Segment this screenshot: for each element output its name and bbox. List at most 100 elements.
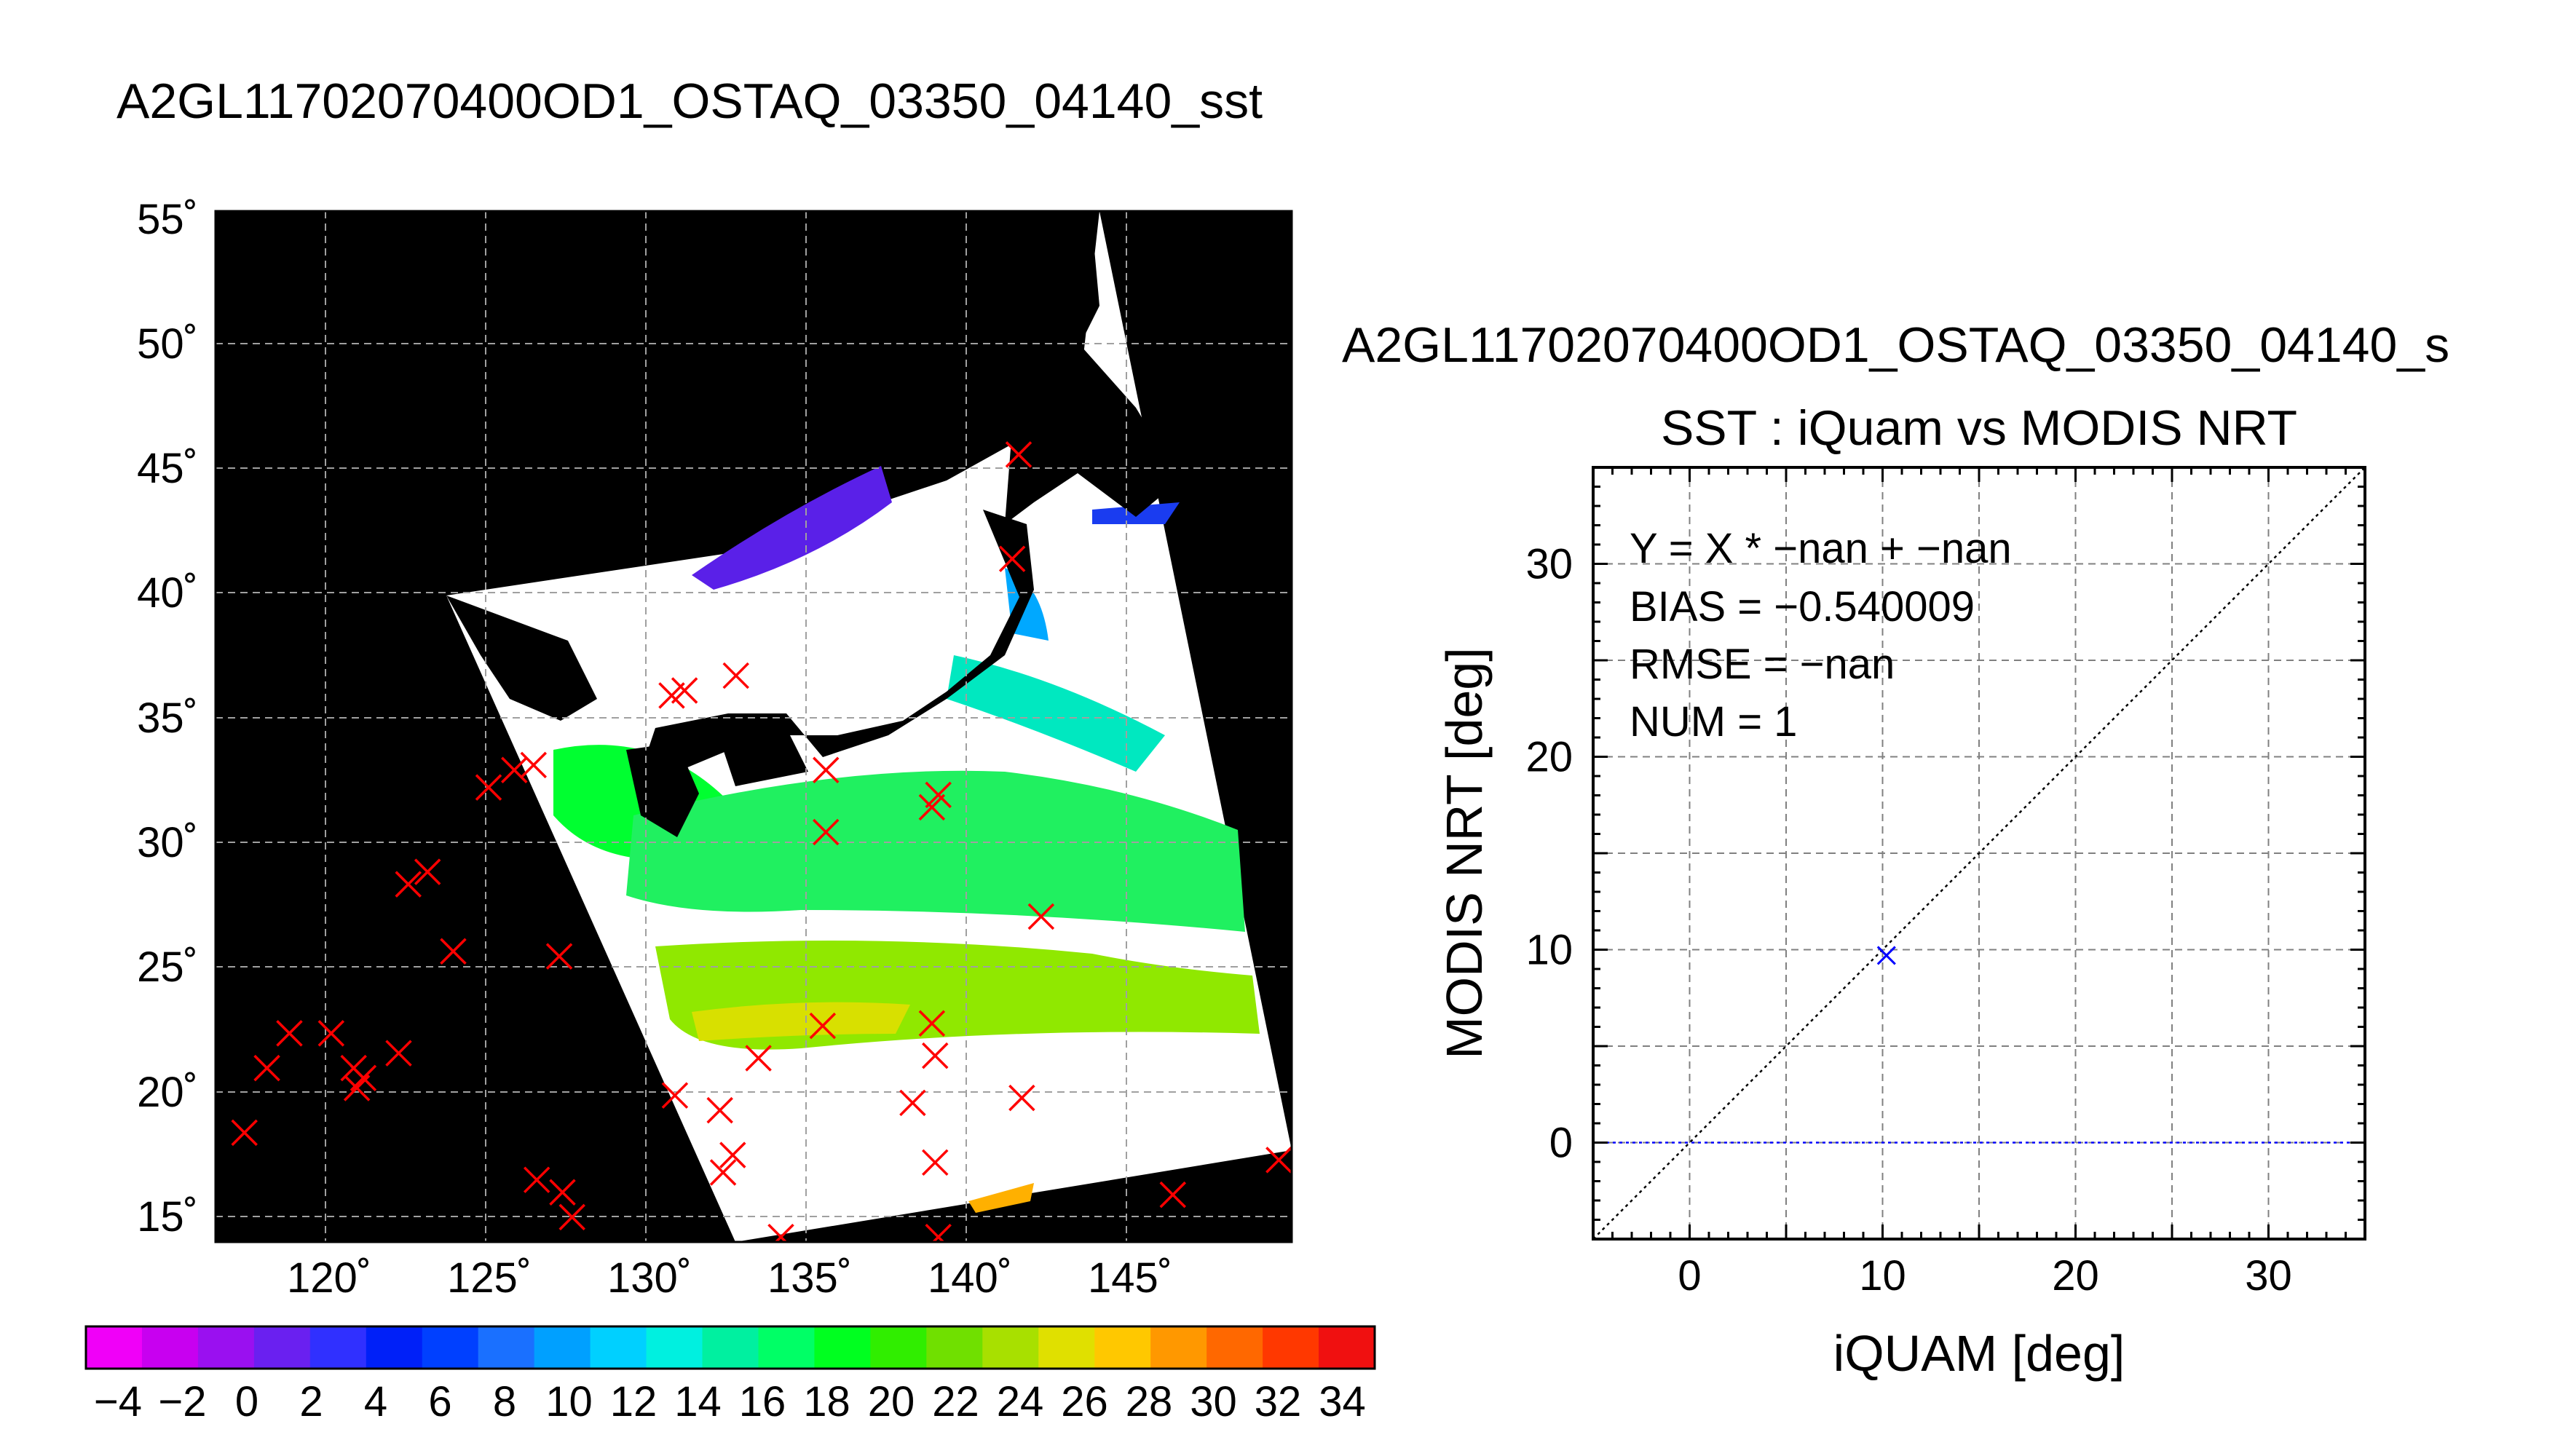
identity-line [1593,467,2365,1239]
colorbar-tick-label: 10 [545,1378,593,1425]
land-shikoku [721,728,808,786]
colorbar-tick-label: 8 [493,1378,516,1425]
iquam-point-marker [709,1159,737,1186]
colorbar-segment [646,1326,703,1369]
iquam-point-marker [385,1040,412,1067]
colorbar-segment [982,1326,1039,1369]
lon-tick-label: 125˚ [447,1254,532,1302]
rmse-value: RMSE = −nan [1630,641,1895,688]
land-sakhalin [1056,226,1099,349]
colorbar-tick-label: 20 [868,1378,915,1425]
sst-purple-band [692,466,892,590]
iquam-point-marker [414,858,441,885]
iquam-point-marker [998,545,1026,572]
colorbar-segment [1263,1326,1319,1369]
colorbar-tick-label: 30 [1190,1378,1237,1425]
lon-tick-labels: 120˚ 125˚ 130˚ 135˚ 140˚ 145˚ [287,1254,1172,1302]
y-tick-label: 10 [1525,927,1573,974]
iquam-point-marker [922,1042,949,1069]
colorbar-tick-label: 14 [674,1378,722,1425]
colorbar-segment [870,1326,927,1369]
iquam-point-marker [706,1096,733,1124]
iquam-point-marker [1005,441,1032,468]
iquam-point-marker [549,1179,576,1206]
map-grid [216,211,1292,1242]
scatter-tick-marks [1592,466,2366,1241]
iquam-point-marker [523,1166,550,1193]
iquam-point-marker [276,1020,303,1047]
x-tick-label: 30 [2245,1252,2292,1299]
colorbar-segment [366,1326,423,1369]
iquam-point-marker [661,1082,689,1109]
y-tick-label: 30 [1525,541,1573,588]
sst-orange-spot [968,1183,1034,1213]
lon-tick-label: 135˚ [767,1254,852,1302]
scatter-tick-labels: 0 10 20 30 0 10 20 30 [1525,541,2291,1300]
iquam-point-marker [813,818,840,846]
colorbar-segment [702,1326,759,1369]
scatter-markers [1876,946,1896,965]
lat-tick-label: 30˚ [137,819,198,866]
bias-value: BIAS = −0.540009 [1630,583,1975,630]
y-axis-label: MODIS NRT [deg] [1436,647,1493,1059]
iquam-point-marker [395,871,422,898]
y-tick-label: 0 [1549,1120,1573,1167]
iquam-point-marker [440,938,467,965]
iquam-point-marker [809,1012,837,1040]
colorbar-segment [1207,1326,1263,1369]
lat-tick-label: 35˚ [137,695,198,742]
lat-tick-label: 45˚ [137,445,198,492]
scatter-title: SST : iQuam vs MODIS NRT [1661,400,2297,456]
colorbar-tick-label: 12 [610,1378,657,1425]
x-tick-label: 0 [1678,1252,1701,1299]
iquam-point-marker [1159,1181,1186,1208]
iquam-point-marker [558,1203,585,1231]
iquam-point-marker [925,781,952,809]
y-tick-label: 20 [1525,734,1573,781]
colorbar-segment [422,1326,479,1369]
iquam-point-marker [475,774,502,801]
x-axis-label: iQUAM [deg] [1833,1325,2125,1382]
colorbar-segment [814,1326,871,1369]
colorbar-tick-label: 6 [428,1378,451,1425]
iquam-point-marker [813,756,840,783]
x-tick-label: 20 [2052,1252,2099,1299]
sst-yellow-band [692,1002,910,1041]
colorbar-tick-label: 28 [1126,1378,1173,1425]
colorbar-tick-label: 0 [235,1378,258,1425]
lon-tick-label: 130˚ [607,1254,692,1302]
iquam-point-marker [767,1223,794,1242]
lon-tick-label: 140˚ [928,1254,1012,1302]
x-tick-label: 10 [1859,1252,1906,1299]
iquam-point-marker [918,1010,946,1037]
colorbar-tick-label: 32 [1255,1378,1302,1425]
colorbar-segment [1150,1326,1207,1369]
iquam-point-marker [745,1045,772,1072]
sst-green-wide [626,770,1245,932]
colorbar-segment [926,1326,983,1369]
lat-tick-label: 15˚ [137,1193,198,1241]
colorbar-segment [758,1326,816,1369]
iquam-point-marker [231,1119,258,1147]
scatter-suptitle: A2GL11702070400OD1_OSTAQ_03350_04140_s [1342,317,2449,373]
iquam-point-marker [545,943,573,970]
fit-statistics: Y = X * −nan + −nan BIAS = −0.540009 RMS… [1630,525,2012,745]
lat-tick-label: 20˚ [137,1069,198,1116]
colorbar-segment [1094,1326,1151,1369]
matchup-point-marker [1876,946,1896,965]
colorbar-tick-labels: −4 −2 0 2 4 6 8 10 12 14 16 18 20 22 24 26 28 30 32 34 [94,1378,1366,1425]
colorbar-segment [309,1326,367,1369]
colorbar-tick-label: 26 [1061,1378,1108,1425]
colorbar-segment [86,1326,143,1369]
lon-tick-label: 145˚ [1088,1254,1172,1302]
colorbar-tick-label: 16 [739,1378,786,1425]
iquam-point-marker [1027,903,1055,930]
land-hokkaido [1005,218,1180,524]
iquam-point-marker [1265,1147,1292,1174]
land-mask [446,218,1180,837]
iquam-point-marker [343,1075,371,1101]
iquam-point-marker [925,1223,952,1242]
iquam-markers [231,441,1292,1242]
colorbar-tick-label: 22 [932,1378,979,1425]
iquam-point-marker [722,662,749,689]
